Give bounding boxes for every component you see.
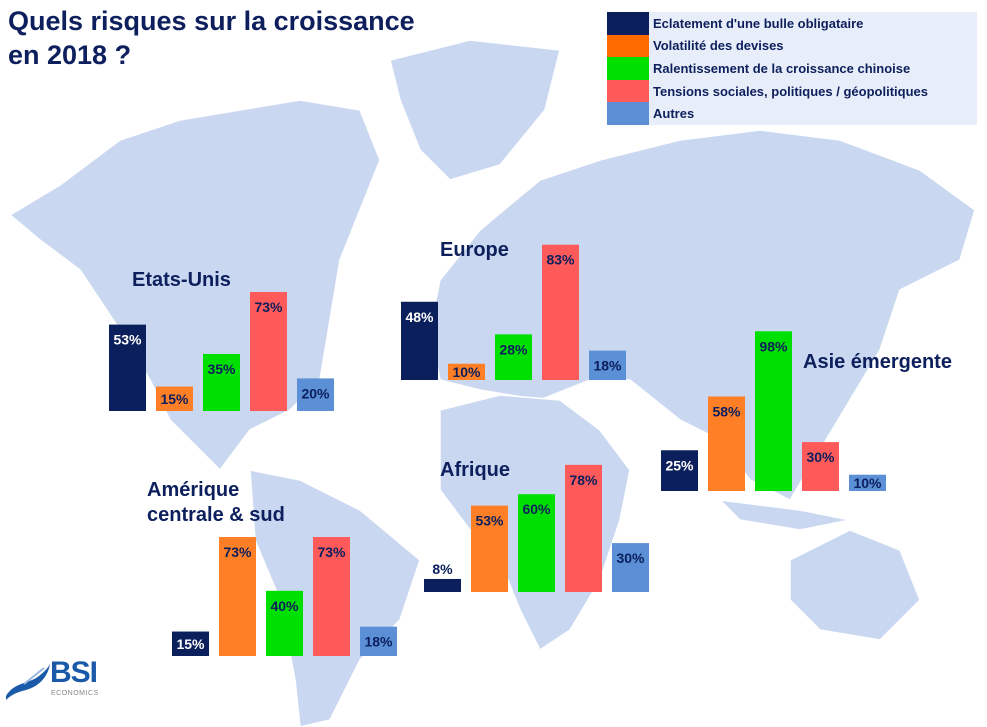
- legend-label: Eclatement d'une bulle obligataire: [653, 15, 864, 31]
- bar-value-label: 53%: [475, 513, 504, 529]
- bar-value-label: 8%: [432, 561, 453, 577]
- bar-value-label: 10%: [853, 475, 882, 491]
- region-label-afrique: Afrique: [440, 459, 510, 481]
- legend-swatch: [607, 79, 649, 103]
- indonesia-shape: [717, 498, 851, 531]
- bar-value-label: 83%: [546, 252, 575, 268]
- legend-item: Ralentissement de la croissance chinoise: [607, 57, 977, 80]
- bar: [708, 396, 745, 491]
- legend-swatch: [607, 102, 649, 125]
- bar-value-label: 48%: [405, 309, 434, 325]
- bar-value-label: 53%: [113, 332, 142, 348]
- bar: [360, 626, 397, 656]
- region-label-europe: Europe: [440, 239, 509, 261]
- chart-title: Quels risques sur la croissance en 2018 …: [8, 4, 415, 72]
- bar: [755, 331, 792, 491]
- bar: [612, 543, 649, 592]
- bar: [109, 324, 146, 411]
- bar-value-label: 25%: [665, 457, 694, 473]
- bar: [156, 386, 193, 411]
- bar-value-label: 40%: [270, 598, 299, 614]
- bar: [661, 450, 698, 491]
- bar: [172, 631, 209, 656]
- legend-label: Ralentissement de la croissance chinoise: [653, 60, 911, 76]
- bar: [297, 378, 334, 411]
- legend-item: Autres: [607, 102, 977, 125]
- region-label-amerique: Amérique centrale & sud: [147, 479, 285, 526]
- legend: Eclatement d'une bulle obligataire Volat…: [607, 12, 977, 125]
- bar: [203, 353, 240, 411]
- bar: [266, 590, 303, 656]
- bar-value-label: 10%: [452, 364, 481, 380]
- region-label-asie: Asie émergente: [803, 351, 952, 373]
- legend-label: Autres: [653, 106, 695, 122]
- legend-swatch: [607, 12, 649, 35]
- bar: [802, 442, 839, 491]
- bar-value-label: 30%: [806, 449, 835, 465]
- bar-value-label: 18%: [593, 357, 622, 373]
- bar: [518, 494, 555, 592]
- bar-value-label: 78%: [569, 472, 598, 488]
- legend-swatch: [607, 34, 649, 58]
- legend-item: Tensions sociales, politiques / géopolit…: [607, 79, 977, 103]
- title-line-2: en 2018 ?: [8, 40, 132, 70]
- bar: [565, 464, 602, 592]
- bar-value-label: 98%: [759, 338, 788, 354]
- bar: [849, 474, 886, 491]
- bsi-logo-hand-icon: [6, 664, 50, 700]
- bar: [589, 350, 626, 380]
- region-label-etats-unis: Etats-Unis: [132, 269, 231, 291]
- bar: [542, 244, 579, 380]
- bar: [401, 301, 438, 380]
- legend-item: Volatilité des devises: [607, 34, 977, 58]
- bar: [495, 334, 532, 380]
- legend-swatch: [607, 57, 649, 80]
- bar-value-label: 35%: [207, 361, 236, 377]
- bar-value-label: 20%: [301, 385, 330, 401]
- bar-value-label: 73%: [317, 544, 346, 560]
- bar: [250, 292, 287, 411]
- bar-value-label: 15%: [160, 391, 189, 407]
- bar: [448, 363, 485, 380]
- australia-shape: [789, 529, 921, 641]
- bar-value-label: 28%: [499, 341, 528, 357]
- legend-label: Volatilité des devises: [653, 38, 784, 54]
- bar: [219, 537, 256, 656]
- title-line-1: Quels risques sur la croissance: [8, 6, 415, 36]
- bar: [471, 505, 508, 592]
- bar-value-label: 15%: [176, 636, 205, 652]
- bar-value-label: 73%: [254, 299, 283, 315]
- bar-value-label: 30%: [616, 550, 645, 566]
- legend-label: Tensions sociales, politiques / géopolit…: [653, 83, 928, 99]
- bar: [313, 537, 350, 656]
- bar: [424, 578, 461, 592]
- logo-text: BSI: [50, 656, 98, 689]
- legend-item: Eclatement d'une bulle obligataire: [607, 12, 977, 35]
- logo-subtext: ECONOMICS: [51, 690, 99, 697]
- bar-value-label: 73%: [223, 544, 252, 560]
- bar-value-label: 18%: [364, 633, 393, 649]
- bar-value-label: 60%: [522, 501, 551, 517]
- bar-value-label: 58%: [712, 403, 741, 419]
- greenland-shape: [389, 39, 561, 181]
